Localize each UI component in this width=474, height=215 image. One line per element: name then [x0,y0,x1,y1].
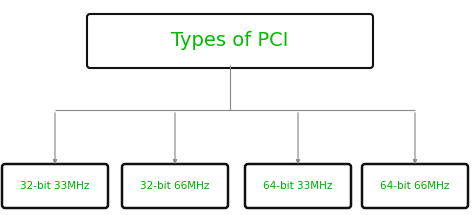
FancyBboxPatch shape [87,14,373,68]
Text: 64-bit 33MHz: 64-bit 33MHz [264,181,333,191]
Text: 32-bit 33MHz: 32-bit 33MHz [20,181,90,191]
FancyBboxPatch shape [2,164,108,208]
FancyBboxPatch shape [245,164,351,208]
Text: 64-bit 66MHz: 64-bit 66MHz [380,181,450,191]
Text: Types of PCI: Types of PCI [171,32,289,51]
FancyBboxPatch shape [122,164,228,208]
Text: 32-bit 66MHz: 32-bit 66MHz [140,181,210,191]
FancyBboxPatch shape [362,164,468,208]
